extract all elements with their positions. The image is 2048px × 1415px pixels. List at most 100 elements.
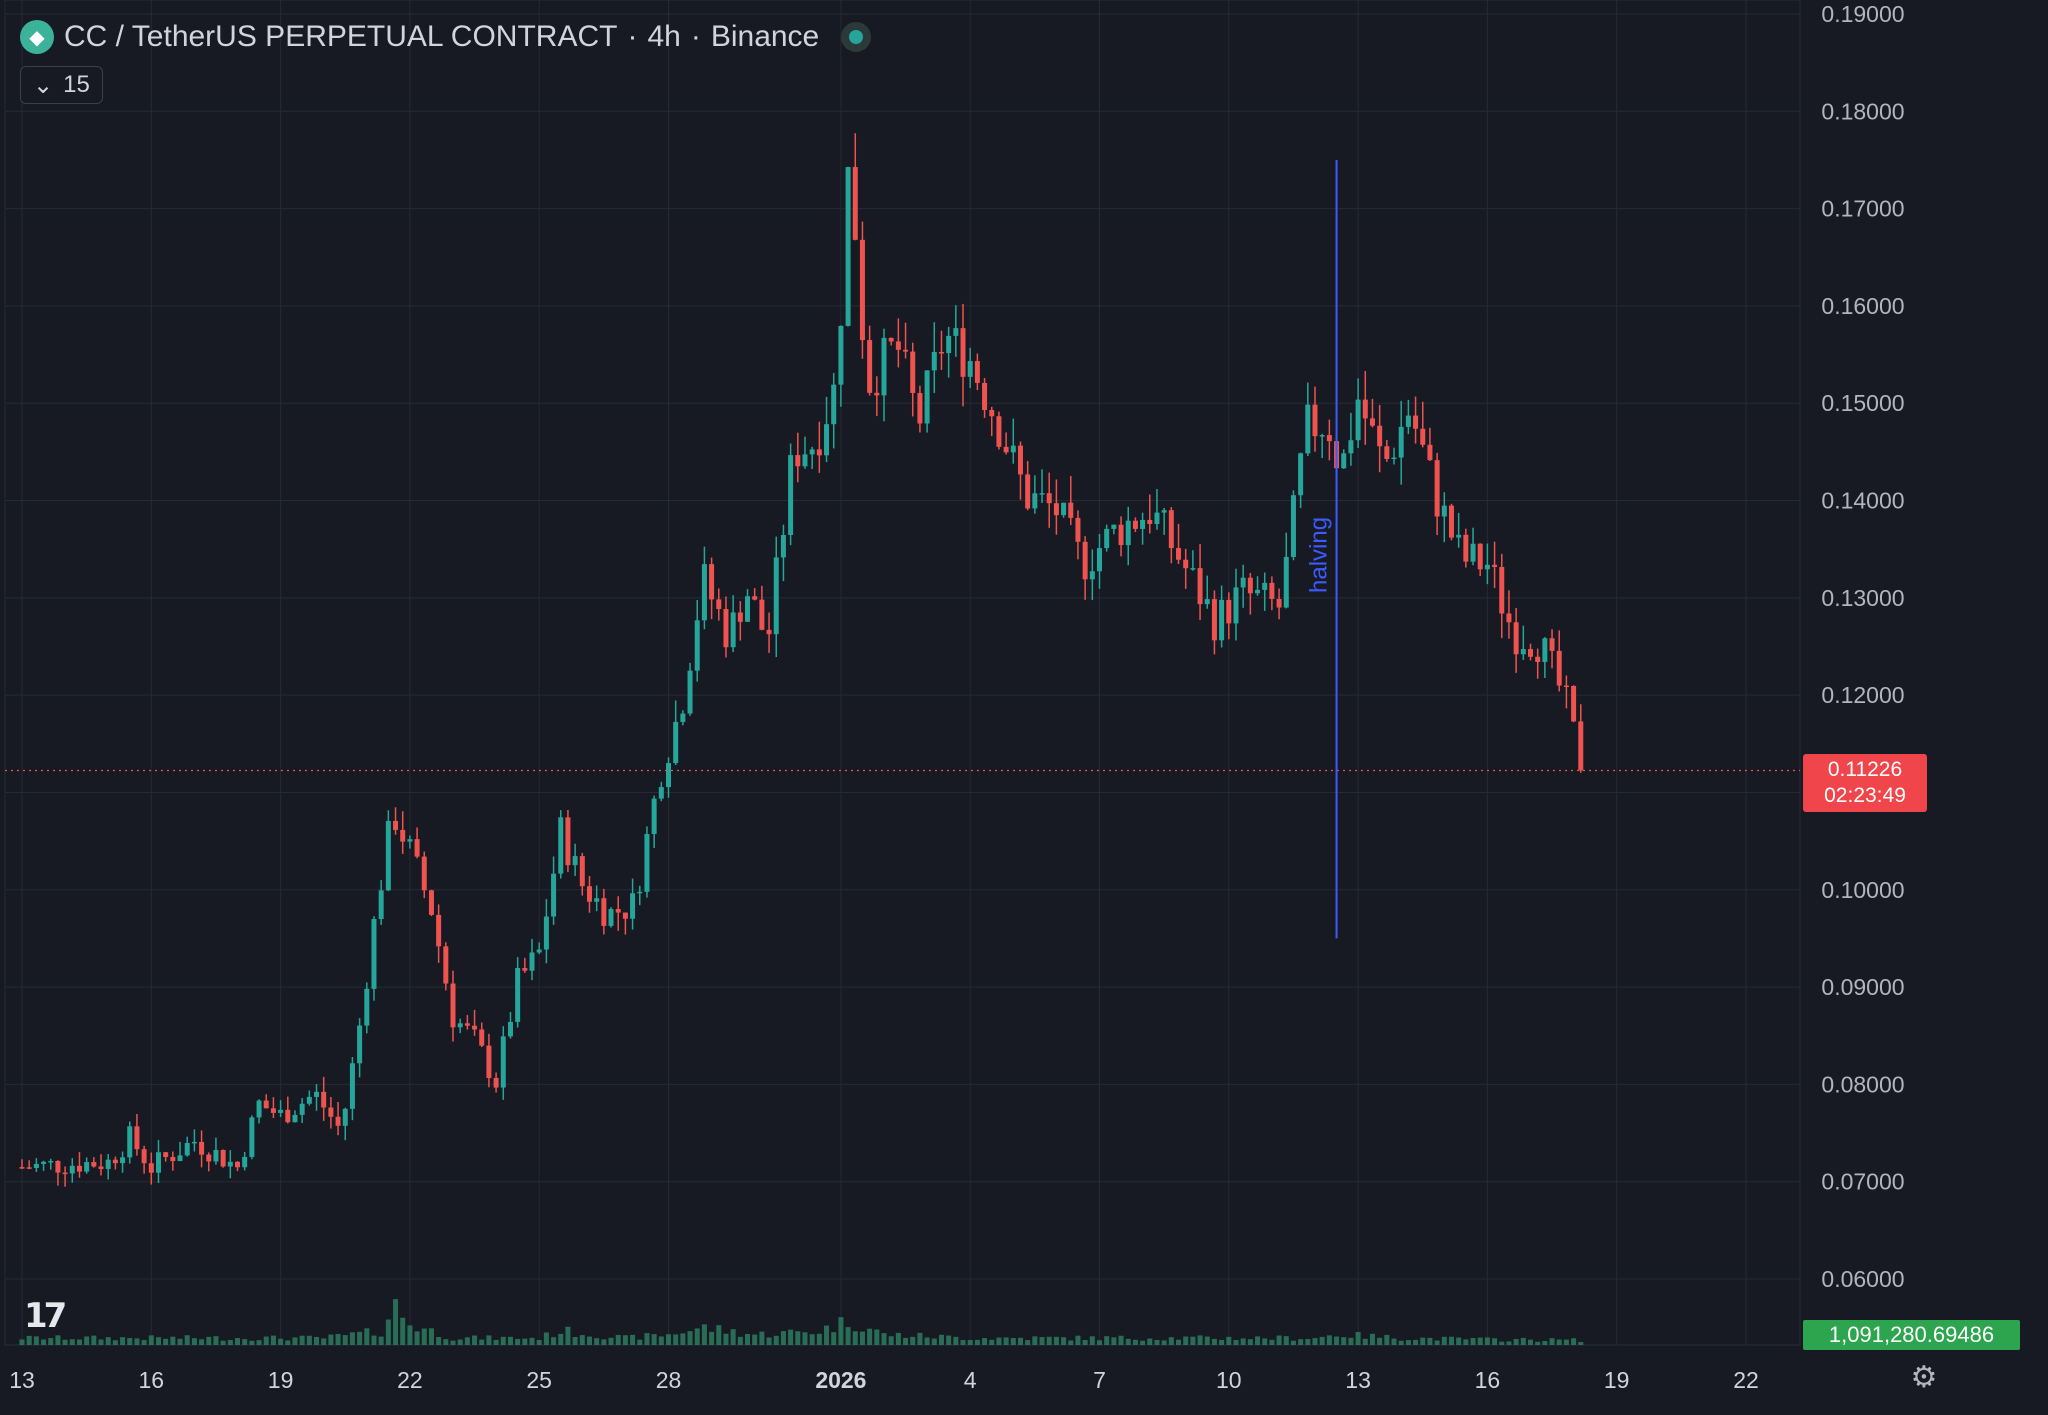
x-tick-label: 25 <box>526 1367 552 1393</box>
volume-bar <box>622 1335 628 1345</box>
candle-body <box>1463 534 1469 562</box>
candle-body <box>1046 493 1052 504</box>
candle-body <box>867 340 873 393</box>
volume-bar <box>105 1337 111 1345</box>
candle-body <box>1434 460 1440 517</box>
candle-body <box>371 919 377 989</box>
interval-label[interactable]: 4h <box>647 20 681 53</box>
volume-bar <box>1492 1338 1498 1345</box>
candle-body <box>177 1155 183 1162</box>
candle-body <box>41 1161 47 1164</box>
volume-bar <box>1053 1336 1059 1345</box>
volume-bar <box>98 1339 104 1345</box>
volume-bar <box>730 1329 736 1345</box>
candle-body <box>1326 435 1332 442</box>
candle-body <box>666 763 671 788</box>
volume-bar <box>651 1334 657 1345</box>
candle-body <box>184 1143 190 1156</box>
candle-body <box>874 392 880 396</box>
volume-bars <box>19 1299 1584 1345</box>
candle-body <box>1499 567 1505 614</box>
volume-bar <box>752 1334 758 1345</box>
candle-body <box>1219 599 1225 641</box>
volume-bar <box>859 1331 865 1345</box>
volume-bar <box>1413 1339 1419 1345</box>
candle-body <box>1211 599 1217 641</box>
volume-bar <box>1082 1340 1088 1345</box>
volume-bar <box>407 1325 413 1345</box>
volume-bar <box>1097 1340 1102 1345</box>
candle-body <box>687 670 693 714</box>
candle-body <box>199 1141 205 1155</box>
volume-bar <box>191 1338 197 1345</box>
volume-bar <box>802 1332 808 1345</box>
candle-body <box>651 798 657 835</box>
settings-gear-icon[interactable]: ⚙ <box>1910 1361 1938 1394</box>
candle-body <box>802 454 808 467</box>
volume-bar <box>1434 1340 1440 1345</box>
last-price-label: 0.11226 02:23:49 <box>1803 754 1927 812</box>
volume-bar <box>938 1334 944 1345</box>
volume-bar <box>335 1334 341 1345</box>
volume-bar <box>759 1331 765 1345</box>
candle-body <box>314 1091 320 1097</box>
volume-bar <box>572 1337 578 1345</box>
volume-bar <box>1118 1335 1124 1345</box>
volume-bar <box>184 1335 190 1345</box>
symbol-title[interactable]: CC / TetherUS PERPETUAL CONTRACT <box>64 20 618 53</box>
candle-body <box>98 1166 104 1169</box>
volume-bar <box>809 1334 815 1345</box>
x-tick-label: 13 <box>1345 1367 1371 1393</box>
candle-body <box>579 856 585 887</box>
volume-bar <box>1147 1338 1153 1345</box>
tradingview-logo[interactable]: 17 <box>24 1296 67 1336</box>
volume-bar <box>213 1336 219 1345</box>
volume-bar <box>1369 1333 1375 1345</box>
candle-body <box>1556 650 1562 686</box>
candle-body <box>421 856 427 891</box>
volume-bar <box>1032 1336 1038 1345</box>
volume-bar <box>680 1333 686 1345</box>
indicators-collapse-button[interactable]: ⌄ 15 <box>20 66 103 104</box>
candle-body <box>127 1126 133 1158</box>
volume-bar <box>1542 1341 1548 1345</box>
x-tick-label: 16 <box>139 1367 165 1393</box>
candle-body <box>55 1160 61 1173</box>
candle-body <box>1542 638 1548 662</box>
candle-body <box>694 620 700 671</box>
candle-body <box>780 534 786 558</box>
candle-body <box>191 1141 197 1144</box>
volume-bar <box>673 1334 679 1345</box>
volume-bar <box>1140 1340 1146 1345</box>
volume-bar <box>1420 1337 1426 1345</box>
volume-bar <box>170 1336 176 1345</box>
candle-body <box>773 557 779 635</box>
x-tick-label: 19 <box>268 1367 294 1393</box>
candle-body <box>816 449 822 456</box>
volume-bar <box>472 1335 478 1345</box>
candle-body <box>1492 564 1498 568</box>
candle-body <box>1140 519 1146 529</box>
exchange-label[interactable]: Binance <box>710 20 820 53</box>
volume-bar <box>579 1335 585 1345</box>
candle-body <box>443 946 449 984</box>
candle-body <box>1125 520 1131 546</box>
volume-bar <box>1549 1338 1555 1345</box>
volume-value-label: 1,091,280.69486 <box>1803 1320 2020 1350</box>
market-open-dot-icon[interactable] <box>841 22 872 52</box>
candle-body <box>91 1162 97 1167</box>
volume-bar <box>507 1336 513 1345</box>
volume-bar <box>989 1339 995 1345</box>
volume-bar <box>1168 1337 1174 1345</box>
volume-bar <box>414 1331 420 1345</box>
candle-body <box>960 328 966 377</box>
volume-bar <box>1477 1337 1483 1345</box>
volume-bar <box>1499 1341 1505 1345</box>
candle-body <box>551 873 557 917</box>
x-tick-label: 19 <box>1604 1367 1630 1393</box>
volume-bar <box>824 1325 830 1345</box>
volume-bar <box>486 1335 492 1345</box>
volume-bar <box>608 1337 614 1345</box>
